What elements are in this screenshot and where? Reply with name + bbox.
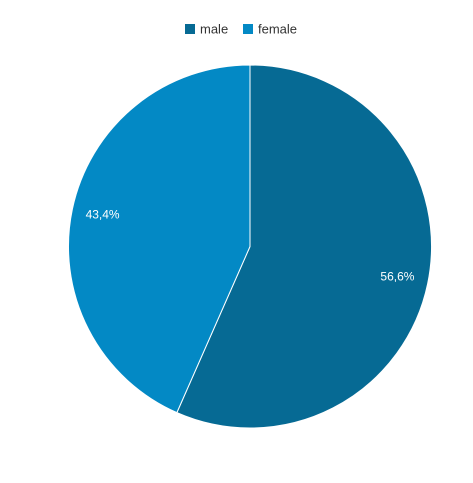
legend-swatch (243, 24, 253, 34)
slice-label: 43,4% (86, 208, 120, 222)
legend-label: female (258, 21, 297, 36)
legend-swatch (185, 24, 195, 34)
slice-label: 56,6% (380, 270, 414, 284)
legend-label: male (200, 21, 228, 36)
pie-slice (176, 64, 432, 429)
pie-slice (68, 64, 251, 414)
